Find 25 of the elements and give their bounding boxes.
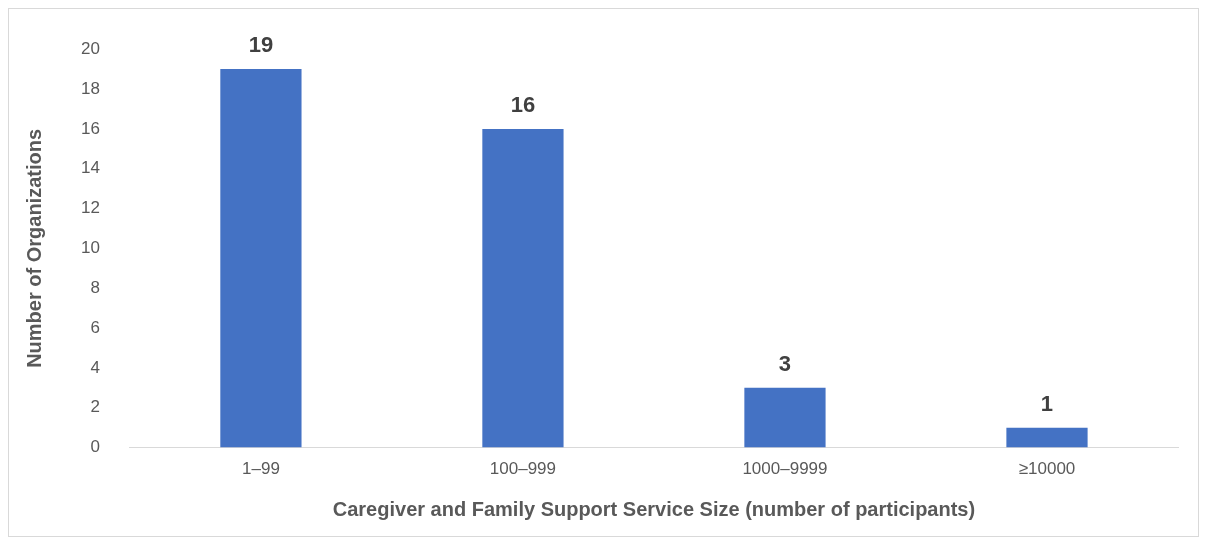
x-tick-label: 1–99: [242, 459, 280, 479]
y-tick-label: 8: [90, 277, 100, 297]
bar: [220, 69, 302, 448]
y-tick-label: 12: [80, 198, 100, 218]
x-tick-label: 1000–9999: [742, 459, 828, 479]
bar: [744, 387, 826, 448]
y-axis-title: Number of Organizations: [22, 128, 45, 368]
y-tick-label: 16: [80, 118, 100, 138]
y-tick-label: 14: [80, 158, 100, 178]
y-tick-label: 6: [90, 317, 100, 337]
x-axis-title: Caregiver and Family Support Service Size (number of participants): [332, 497, 976, 520]
data-label: 3: [778, 350, 792, 376]
y-tick-label: 10: [80, 238, 100, 258]
data-label: 1: [1040, 390, 1054, 416]
y-tick-label: 4: [90, 357, 100, 377]
data-label: 19: [248, 32, 274, 58]
y-tick-label: 20: [80, 38, 100, 58]
data-label: 16: [510, 91, 536, 117]
bar: [1006, 427, 1088, 448]
x-tick-label: 100–999: [489, 459, 557, 479]
y-tick-label: 0: [90, 437, 100, 457]
y-tick-label: 18: [80, 78, 100, 98]
x-tick-label: ≥10000: [1018, 459, 1076, 479]
y-tick-label: 2: [90, 397, 100, 417]
bar: [482, 128, 564, 448]
